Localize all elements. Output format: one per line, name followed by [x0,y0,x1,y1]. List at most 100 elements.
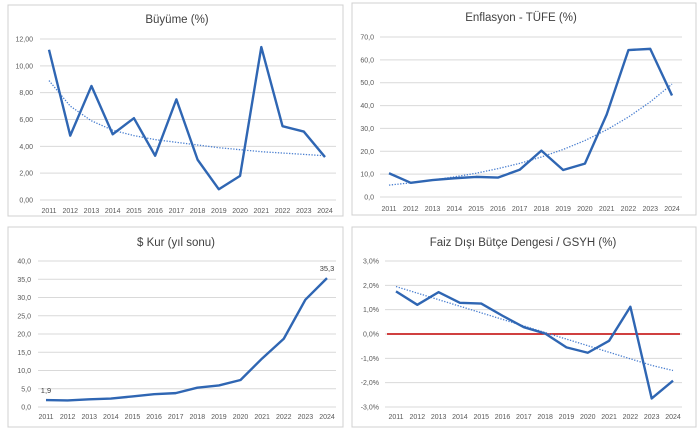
x-tick-label: 2013 [81,414,97,421]
x-tick-label: 2011 [38,414,53,421]
x-tick-label: 2014 [452,414,468,421]
x-tick-label: 2015 [125,414,141,421]
x-tick-label: 2015 [468,206,484,213]
x-tick-label: 2014 [105,208,121,215]
x-tick-label: 2024 [317,208,333,215]
panel-border [7,226,344,428]
x-tick-label: 2019 [559,414,575,421]
x-tick-label: 2020 [232,208,248,215]
x-tick-label: 2019 [211,208,227,215]
x-tick-label: 2017 [512,206,528,213]
x-tick-label: 2012 [60,414,76,421]
y-tick-label: 12,00 [15,37,33,44]
chart-panel-2: $ Kur (yıl sonu) 0,0 5,0 10,0 15,0 20,0 25,0 30… [7,226,344,428]
x-tick-label: 2021 [601,414,617,421]
x-tick-label: 2018 [190,208,206,215]
y-tick-label: 25,0 [17,313,31,320]
y-tick-label: 10,00 [15,63,33,70]
x-tick-label: 2013 [425,206,441,213]
x-tick-label: 2024 [665,414,681,421]
x-tick-label: 2011 [388,414,403,421]
x-tick-label: 2015 [473,414,489,421]
x-tick-label: 2023 [644,414,660,421]
y-tick-label: 0,0 [364,195,374,202]
x-tick-label: 2013 [431,414,447,421]
x-tick-label: 2023 [296,208,312,215]
chart-title: Büyüme (%) [145,14,208,26]
x-tick-label: 2024 [664,206,680,213]
x-tick-label: 2011 [381,206,396,213]
y-tick-label: 60,0 [360,57,374,64]
chart-title: $ Kur (yıl sonu) [137,237,215,249]
x-tick-label: 2014 [103,414,119,421]
trendline [395,285,674,372]
x-tick-label: 2016 [490,206,506,213]
data-label: 35,3 [320,264,335,273]
x-tick-label: 2017 [169,208,185,215]
chart-title: Faiz Dışı Bütçe Dengesi / GSYH (%) [430,237,617,249]
x-tick-label: 2020 [580,414,596,421]
y-tick-label: 10,0 [17,368,31,375]
x-tick-label: 2012 [410,414,426,421]
x-tick-label: 2020 [233,414,249,421]
series-line [388,47,674,185]
panel-border [7,4,344,217]
y-tick-label: 0,00 [19,198,33,205]
y-tick-label: 10,0 [360,172,374,179]
x-tick-label: 2016 [495,414,511,421]
panel-border [351,2,697,216]
x-tick-label: 2022 [621,206,637,213]
x-tick-label: 2019 [211,414,227,421]
series-line [395,290,674,400]
y-tick-label: -3,0% [361,405,379,412]
x-tick-label: 2021 [599,206,615,213]
y-tick-label: 20,0 [360,149,374,156]
x-tick-label: 2015 [126,208,142,215]
y-tick-label: 20,0 [17,332,31,339]
series-line [47,45,326,191]
chart-title: Enflasyon - TÜFE (%) [465,12,577,24]
y-tick-label: 5,0 [21,386,31,393]
y-tick-label: 70,0 [360,35,374,42]
chart-panel-3: Faiz Dışı Bütçe Dengesi / GSYH (%) -3,0% -… [351,226,697,428]
y-tick-label: 35,0 [17,277,31,284]
x-tick-label: 2012 [62,208,78,215]
x-tick-label: 2017 [516,414,532,421]
y-tick-label: 40,0 [360,103,374,110]
chart-panel-0: Büyüme (%) 0,00 2,00 4,00 6,00 8,00 10,00 12,00… [7,4,344,217]
y-tick-label: 1,0% [363,307,379,314]
y-tick-label: 6,00 [19,117,33,124]
y-tick-label: -2,0% [361,380,379,387]
y-tick-label: 2,0% [363,283,379,290]
x-tick-label: 2017 [168,414,184,421]
series-line [45,277,328,402]
chart-panel-1: Enflasyon - TÜFE (%) 0,0 10,0 20,0 30,0 40,0 5… [351,2,697,216]
y-tick-label: 0,0 [21,405,31,412]
data-label: 1,9 [41,386,51,395]
y-tick-label: 4,00 [19,144,33,151]
y-tick-label: 30,0 [360,126,374,133]
x-tick-label: 2016 [147,208,163,215]
x-tick-label: 2012 [403,206,419,213]
x-tick-label: 2023 [642,206,658,213]
y-tick-label: 15,0 [17,350,31,357]
x-tick-label: 2013 [84,208,100,215]
x-tick-label: 2022 [623,414,639,421]
trendline [48,80,326,157]
x-tick-label: 2022 [276,414,292,421]
x-tick-label: 2011 [41,208,56,215]
y-tick-label: 2,00 [19,171,33,178]
y-tick-label: 3,0% [363,259,379,266]
x-tick-label: 2018 [190,414,206,421]
y-tick-label: 40,0 [17,259,31,266]
y-tick-label: -1,0% [361,356,379,363]
y-tick-label: 30,0 [17,295,31,302]
y-tick-label: 8,00 [19,90,33,97]
x-tick-label: 2019 [555,206,571,213]
x-tick-label: 2024 [319,414,335,421]
x-tick-label: 2023 [298,414,314,421]
x-tick-label: 2020 [577,206,593,213]
y-tick-label: 50,0 [360,80,374,87]
x-tick-label: 2016 [146,414,162,421]
